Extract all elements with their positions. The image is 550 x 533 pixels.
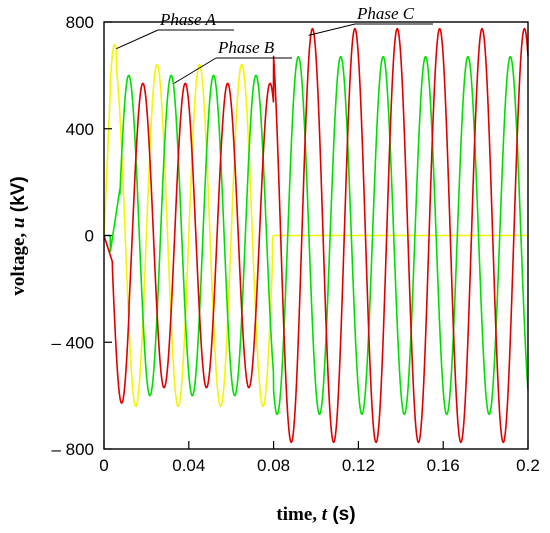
y-tick-label: – 800 <box>51 440 94 459</box>
x-tick-label: 0.16 <box>427 456 460 475</box>
ticks-layer: 0 0.04 0.08 0.12 0.16 0.2 – 800 – 400 0 400 800 <box>51 13 539 475</box>
y-axis-title-var: u <box>8 218 29 229</box>
x-axis-title: time, t (s) <box>276 504 355 525</box>
x-tick-label: 0.2 <box>516 456 540 475</box>
x-tick-label: 0.08 <box>257 456 290 475</box>
annotation-label-phase-b: Phase B <box>217 38 275 57</box>
y-tick-label: 400 <box>66 120 94 139</box>
y-tick-label: 0 <box>85 227 94 246</box>
y-axis-title-text: voltage, <box>8 228 29 296</box>
svg-text:voltage, u (kV): voltage, u (kV) <box>8 176 29 295</box>
annotation-leader <box>116 29 159 50</box>
series-line-phase-b <box>103 55 529 416</box>
x-axis-title-unit: (s) <box>327 504 356 525</box>
y-axis-title-unit: (kV) <box>8 176 29 217</box>
series-line-phase-c <box>103 27 529 444</box>
x-axis-title-var: t <box>322 504 328 525</box>
x-tick-label: 0 <box>99 456 108 475</box>
x-axis-title-text: time, <box>276 504 321 525</box>
annotation-label-phase-c: Phase C <box>356 4 415 23</box>
series-layer <box>103 27 529 444</box>
x-tick-label: 0.12 <box>342 456 375 475</box>
y-axis-title: voltage, u (kV) <box>8 176 29 295</box>
annotation-leader <box>308 23 356 36</box>
svg-text:time, t (s): time, t (s) <box>276 504 355 525</box>
y-tick-label: 800 <box>66 13 94 32</box>
annotation-leader <box>173 57 217 84</box>
x-tick-label: 0.04 <box>172 456 205 475</box>
annotation-label-phase-a: Phase A <box>159 10 216 29</box>
y-tick-label: – 400 <box>51 333 94 352</box>
